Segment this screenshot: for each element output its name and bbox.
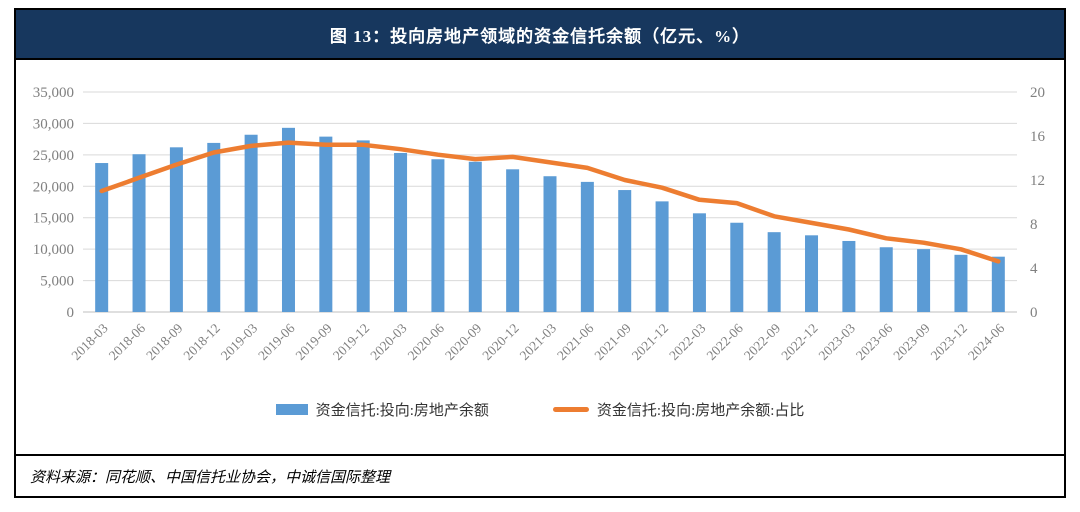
bar-2022-06	[730, 222, 744, 312]
bar-2022-12	[805, 235, 819, 312]
bar-2018-12	[207, 142, 221, 312]
chart-legend: 资金信托:投向:房地产余额 资金信托:投向:房地产余额:占比	[16, 398, 1064, 420]
x-axis-label-2022-12: 2022-12	[778, 321, 820, 363]
x-axis-label-2019-06: 2019-06	[255, 320, 298, 363]
bar-2024-06	[991, 256, 1005, 312]
share-line	[99, 140, 1001, 264]
x-axis-label-2018-03: 2018-03	[68, 320, 111, 363]
x-axis-label-2021-03: 2021-03	[517, 320, 560, 363]
bar-2023-09	[917, 249, 931, 312]
source-note-text: 资料来源：同花顺、中国信托业协会，中诚信国际整理	[30, 469, 391, 486]
figure-title: 图 13：投向房地产领域的资金信托余额（亿元、%）	[329, 26, 751, 46]
bar-2018-09	[169, 147, 183, 312]
legend-item-balance: 资金信托:投向:房地产余额	[275, 399, 489, 420]
bar-2019-12	[356, 140, 370, 312]
x-axis-label-2023-12: 2023-12	[928, 321, 970, 363]
bar-series-label: 资金信托:投向:房地产余额	[315, 402, 489, 419]
figure-title-bar: 图 13：投向房地产领域的资金信托余额（亿元、%）	[16, 10, 1064, 60]
left-axis-tick-label: 5,000	[40, 274, 74, 290]
left-axis-tick-label: 10,000	[33, 242, 74, 258]
source-note-bar: 资料来源：同花顺、中国信托业协会，中诚信国际整理	[16, 454, 1064, 496]
line-series-label: 资金信托:投向:房地产余额:占比	[596, 402, 805, 419]
x-axis-label-2019-09: 2019-09	[293, 320, 336, 363]
x-axis-label-2020-12: 2020-12	[479, 321, 521, 363]
bar-2022-03	[692, 213, 706, 312]
right-axis-tick-label: 0	[1030, 305, 1038, 321]
bar-2020-06	[431, 159, 445, 312]
right-axis-tick-label: 12	[1030, 173, 1045, 189]
bar-2020-03	[394, 152, 408, 312]
right-axis-tick-label: 8	[1030, 217, 1038, 233]
x-axis-label-2023-06: 2023-06	[853, 320, 896, 363]
bar-2023-06	[879, 247, 893, 312]
left-axis-tick-label: 20,000	[33, 179, 74, 195]
x-axis-label-2021-06: 2021-06	[554, 320, 597, 363]
x-axis-label-2022-06: 2022-06	[703, 320, 746, 363]
x-axis-label-2021-09: 2021-09	[591, 320, 634, 363]
right-axis-tick-label: 20	[1030, 85, 1045, 101]
x-axis-label-2022-09: 2022-09	[741, 320, 784, 363]
chart-canvas: 0 5,000 10,000 15,000 20,000 25,000 30,000 35,0…	[33, 85, 1046, 363]
left-axis-tick-label: 30,000	[33, 116, 74, 132]
x-axis-label-2020-06: 2020-06	[405, 320, 448, 363]
bar-2021-03	[543, 176, 557, 312]
line-series-swatch	[552, 406, 589, 412]
figure-13-panel: 图 13：投向房地产领域的资金信托余额（亿元、%） 0 5,000 10,000 15…	[14, 8, 1066, 498]
x-axis-label-2018-06: 2018-06	[106, 320, 149, 363]
bar-2019-06	[281, 127, 295, 312]
x-axis-label-2019-03: 2019-03	[218, 320, 261, 363]
bar-2019-09	[319, 136, 333, 312]
bar-2018-06	[132, 154, 146, 312]
left-axis-tick-label: 15,000	[33, 211, 74, 227]
x-axis-label-2023-09: 2023-09	[890, 320, 933, 363]
left-axis-tick-label: 25,000	[33, 148, 74, 164]
bar-2023-03	[842, 240, 856, 312]
bar-2021-09	[618, 190, 632, 312]
left-axis-tick-label: 35,000	[33, 85, 74, 101]
bar-2019-03	[244, 134, 258, 312]
x-axis-label-2018-12: 2018-12	[180, 321, 222, 363]
x-axis-label-2021-12: 2021-12	[629, 321, 671, 363]
x-axis-label-2020-09: 2020-09	[442, 320, 485, 363]
x-axis-label-2018-09: 2018-09	[143, 320, 186, 363]
legend-item-share: 资金信托:投向:房地产余额:占比	[552, 399, 805, 420]
bar-series-swatch	[275, 403, 308, 415]
x-axis-label-2023-03: 2023-03	[816, 320, 859, 363]
right-axis-tick-label: 16	[1030, 129, 1046, 145]
bar-2021-12	[655, 201, 669, 312]
bar-2020-12	[506, 169, 520, 312]
x-axis-label-2022-03: 2022-03	[666, 320, 709, 363]
right-axis-tick-label: 4	[1030, 261, 1038, 277]
chart-area: 0 5,000 10,000 15,000 20,000 25,000 30,000 35,0…	[16, 60, 1064, 454]
x-axis-label-2019-12: 2019-12	[330, 321, 372, 363]
left-axis-tick-label: 0	[67, 305, 75, 321]
bar-2022-09	[767, 232, 781, 312]
bar-2021-06	[580, 181, 594, 312]
x-axis-label-2020-03: 2020-03	[367, 320, 410, 363]
bar-2023-12	[954, 254, 968, 312]
x-axis-label-2024-06: 2024-06	[965, 320, 1008, 363]
bar-2020-09	[468, 161, 482, 312]
bar-2018-03	[95, 163, 109, 312]
